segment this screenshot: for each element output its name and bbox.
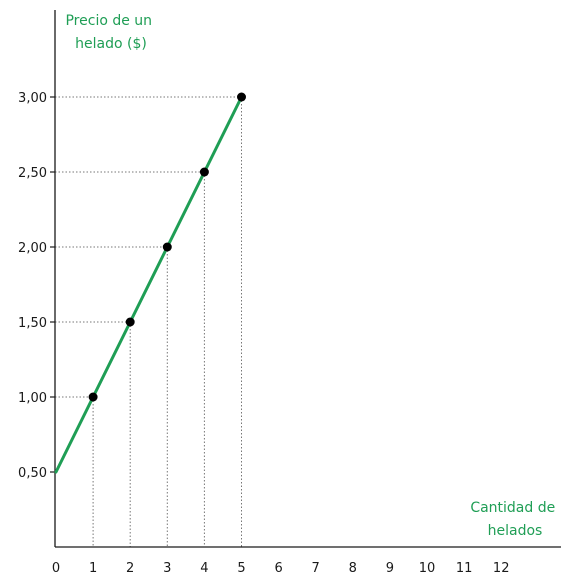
y-tick-label: 0,50: [18, 466, 47, 481]
x-tick-label: 10: [419, 561, 436, 576]
x-tick-label: 7: [312, 561, 320, 576]
x-tick-label: 5: [237, 561, 245, 576]
y-axis-title: Precio de un helado ($): [65, 13, 156, 52]
data-point: [125, 317, 135, 327]
x-tick-label: 4: [200, 561, 208, 576]
y-tick-label: 2,00: [18, 241, 47, 256]
x-tick-label: 0: [52, 561, 60, 576]
supply-line: [54, 95, 243, 474]
y-axis-title-line-2: helado ($): [75, 36, 147, 52]
x-tick-labels: 0 1 2 3 4 5 6 7 8 9 10 11 12: [52, 561, 510, 576]
y-tick-label: 3,00: [18, 91, 47, 106]
y-tick-label: 1,00: [18, 391, 47, 406]
x-axis-title: Cantidad de helados: [470, 500, 559, 539]
data-point: [237, 92, 246, 102]
data-point: [88, 392, 98, 402]
y-tick-labels: 0,50 1,00 1,50 2,00 2,50 3,00: [18, 91, 55, 481]
x-tick-label: 6: [274, 561, 282, 576]
x-axis-title-line-1: Cantidad de: [470, 500, 555, 516]
x-tick-label: 9: [386, 561, 394, 576]
y-axis-title-line-1: Precio de un: [65, 13, 152, 29]
y-tick-label: 1,50: [18, 316, 47, 331]
x-tick-label: 11: [456, 561, 473, 576]
x-tick-label: 8: [349, 561, 357, 576]
guide-lines: [55, 96, 242, 547]
x-tick-label: 1: [89, 561, 97, 576]
x-tick-label: 2: [126, 561, 134, 576]
x-axis-title-line-2: helados: [488, 523, 543, 539]
data-point: [199, 167, 209, 177]
data-point: [162, 242, 172, 252]
x-tick-label: 12: [493, 561, 510, 576]
y-tick-label: 2,50: [18, 166, 47, 181]
x-tick-label: 3: [163, 561, 171, 576]
data-points: [88, 92, 246, 402]
